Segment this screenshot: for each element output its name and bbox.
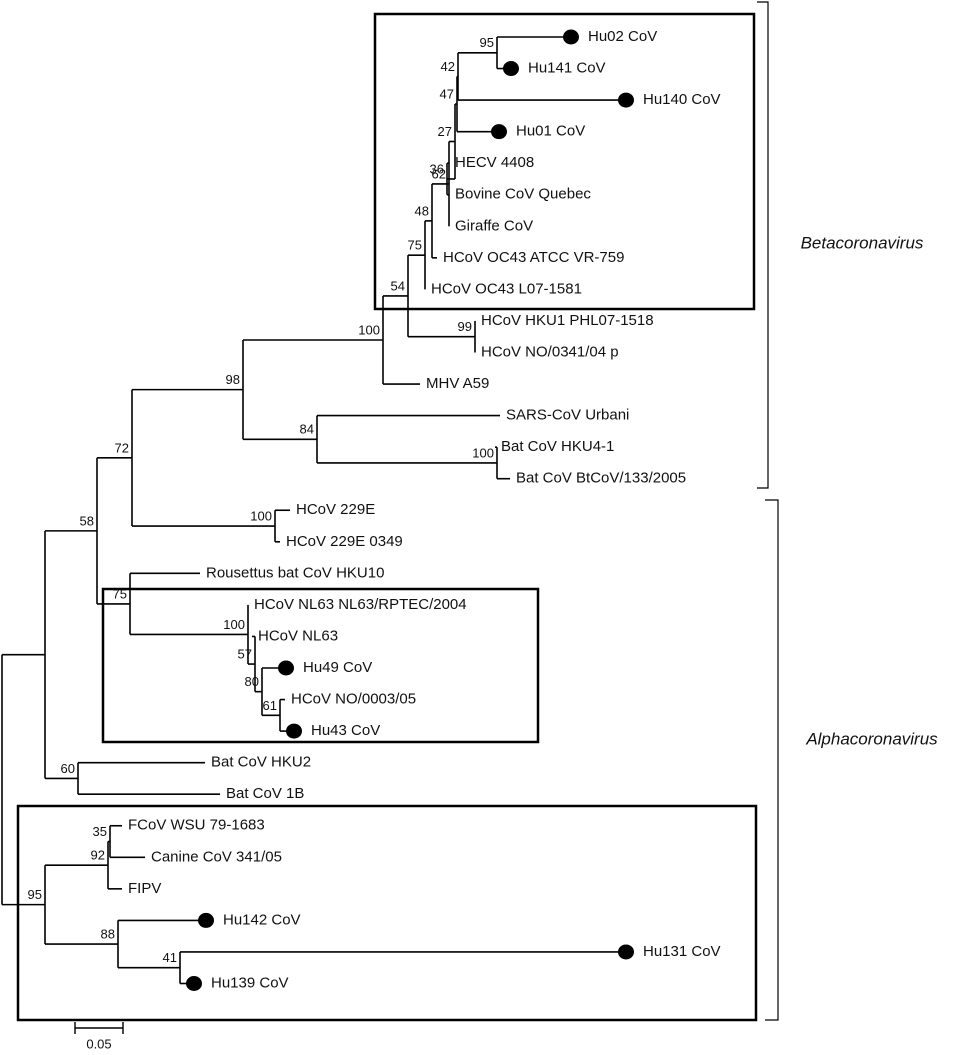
bootstrap-value: 62 xyxy=(432,166,446,181)
leaf-label: MHV A59 xyxy=(426,375,489,392)
bootstrap-value: 60 xyxy=(61,761,75,776)
beta-box xyxy=(373,12,756,311)
leaf-label: HCoV NO/0003/05 xyxy=(291,691,416,708)
leaf-marker xyxy=(491,124,507,140)
leaf-label: Hu140 CoV xyxy=(643,91,721,108)
leaf-marker xyxy=(503,61,519,77)
clade-label: Alphacoronavirus xyxy=(805,729,938,748)
bootstrap-value: 99 xyxy=(458,319,472,334)
leaf-label: Hu01 CoV xyxy=(516,123,585,140)
leaf-label: HCoV 229E xyxy=(296,501,375,518)
leaf-marker xyxy=(278,660,294,676)
bootstrap-value: 100 xyxy=(472,445,494,460)
leaf-label: HCoV OC43 L07-1581 xyxy=(431,280,582,297)
leaf-label: Hu142 CoV xyxy=(223,911,301,928)
bootstrap-value: 100 xyxy=(250,508,272,523)
bootstrap-value: 80 xyxy=(245,674,259,689)
leaf-label: SARS-CoV Urbani xyxy=(506,407,629,424)
bootstrap-value: 61 xyxy=(263,698,277,713)
leaf-label: HCoV 229E 0349 xyxy=(286,533,403,550)
leaf-marker xyxy=(198,912,214,928)
nl63-box xyxy=(101,587,540,744)
bootstrap-value: 100 xyxy=(223,617,245,632)
leaf-label: HCoV NO/0341/04 p xyxy=(481,343,619,360)
feline-box xyxy=(16,804,758,1022)
leaf-label: Hu02 CoV xyxy=(588,28,657,45)
bootstrap-value: 72 xyxy=(115,440,129,455)
leaf-label: Bat CoV BtCoV/133/2005 xyxy=(516,470,686,487)
leaf-marker xyxy=(563,29,579,45)
leaf-label: HCoV HKU1 PHL07-1518 xyxy=(481,312,654,329)
leaf-label: HCoV NL63 xyxy=(258,627,338,644)
leaf-label: HECV 4408 xyxy=(455,154,534,171)
bootstrap-value: 57 xyxy=(238,646,252,661)
leaf-label: Hu49 CoV xyxy=(303,659,372,676)
leaf-label: Hu43 CoV xyxy=(311,722,380,739)
bootstrap-value: 41 xyxy=(163,950,177,965)
scale-bar xyxy=(74,1022,124,1034)
bootstrap-value: 42 xyxy=(441,59,455,74)
leaf-marker xyxy=(286,723,302,739)
bootstrap-value: 95 xyxy=(28,887,42,902)
leaf-label: Hu141 CoV xyxy=(528,60,606,77)
bootstrap-value: 48 xyxy=(415,203,429,218)
bootstrap-value: 75 xyxy=(113,586,127,601)
leaf-label: HCoV NL63 NL63/RPTEC/2004 xyxy=(254,596,467,613)
bootstrap-value: 35 xyxy=(93,824,107,839)
beta-bracket xyxy=(757,1,769,489)
leaf-label: FIPV xyxy=(128,880,161,897)
bootstrap-value: 75 xyxy=(408,238,422,253)
bootstrap-value: 95 xyxy=(480,35,494,50)
leaf-label: Rousettus bat CoV HKU10 xyxy=(206,564,384,581)
leaf-label: Hu139 CoV xyxy=(211,974,289,991)
bootstrap-value: 36 xyxy=(430,161,444,176)
leaf-label: HCoV OC43 ATCC VR-759 xyxy=(443,249,624,266)
leaf-label: Bat CoV HKU2 xyxy=(211,754,311,771)
bootstrap-value: 27 xyxy=(438,124,452,139)
bootstrap-value: 84 xyxy=(300,422,314,437)
leaf-label: Hu131 CoV xyxy=(643,943,721,960)
scale-label: 0.05 xyxy=(86,1036,111,1050)
leaf-label: Giraffe CoV xyxy=(455,217,533,234)
bootstrap-value: 88 xyxy=(101,927,115,942)
leaf-label: Canine CoV 341/05 xyxy=(151,848,282,865)
bootstrap-value: 58 xyxy=(80,513,94,528)
leaf-marker xyxy=(186,976,202,991)
bootstrap-value: 54 xyxy=(391,278,405,293)
leaf-label: Bovine CoV Quebec xyxy=(455,186,591,203)
leaf-marker xyxy=(618,944,634,960)
alpha-bracket xyxy=(765,499,779,1021)
clade-label: Betacoronavirus xyxy=(801,233,924,252)
leaf-label: Bat CoV HKU4-1 xyxy=(501,438,614,455)
bootstrap-value: 100 xyxy=(358,322,380,337)
leaf-marker xyxy=(618,92,634,108)
bootstrap-value: 92 xyxy=(91,848,105,863)
leaf-label: Bat CoV 1B xyxy=(226,785,304,802)
leaf-label: FCoV WSU 79-1683 xyxy=(128,817,265,834)
bootstrap-value: 98 xyxy=(226,372,240,387)
bootstrap-value: 47 xyxy=(440,86,454,101)
